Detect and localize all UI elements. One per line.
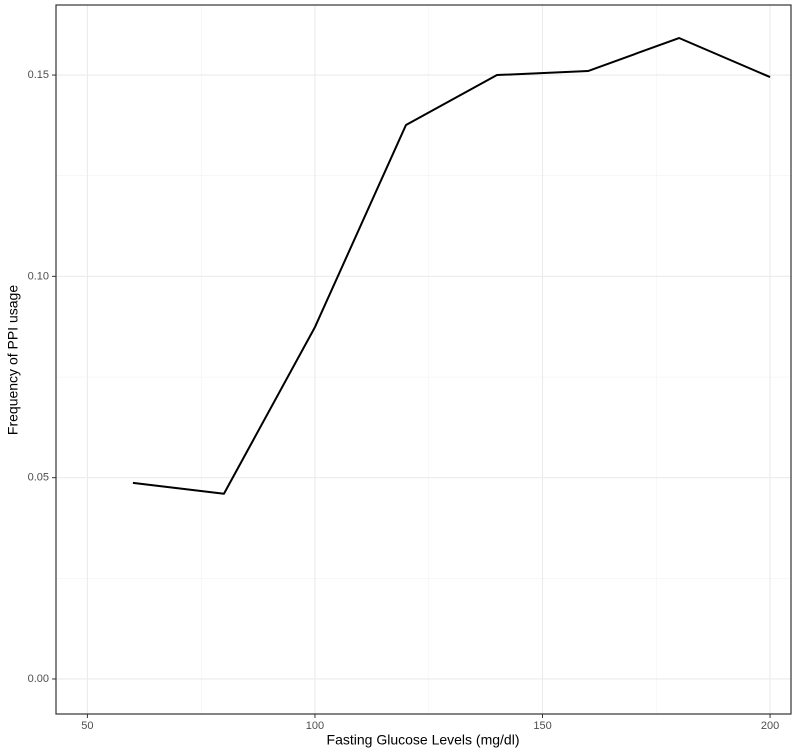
y-tick-label: 0.10	[28, 270, 49, 282]
x-tick-label: 50	[81, 720, 93, 732]
y-axis-title: Frequency of PPI usage	[5, 285, 21, 435]
x-tick-label: 200	[761, 720, 779, 732]
y-tick-label: 0.00	[28, 673, 49, 685]
line	[132, 37, 771, 495]
y-tick-label: 0.05	[28, 472, 49, 484]
panel-border	[55, 4, 792, 715]
x-tick-label: 100	[306, 720, 324, 732]
x-axis-title: Fasting Glucose Levels (mg/dl)	[327, 732, 520, 748]
x-tick-label: 150	[533, 720, 551, 732]
y-tick-label: 0.15	[28, 69, 49, 81]
